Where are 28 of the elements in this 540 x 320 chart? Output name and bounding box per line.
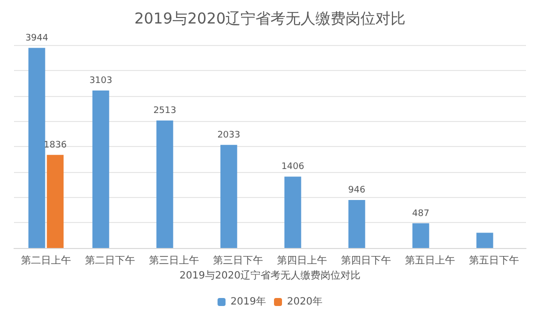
data-label: 2033 bbox=[217, 130, 240, 140]
data-label: 1406 bbox=[281, 162, 305, 172]
x-tick-label: 第二日下午 bbox=[85, 254, 135, 266]
data-label: 487 bbox=[412, 208, 430, 219]
bar bbox=[220, 144, 238, 248]
bar bbox=[284, 176, 302, 248]
bar bbox=[46, 154, 64, 248]
x-tick-label: 第三日上午 bbox=[149, 254, 199, 266]
x-tick-label: 第五日上午 bbox=[405, 254, 455, 266]
legend-label: 2020年 bbox=[287, 296, 322, 308]
legend-label: 2019年 bbox=[230, 296, 266, 308]
bar bbox=[92, 90, 110, 248]
x-tick-label: 第二日上午 bbox=[21, 254, 71, 266]
data-label: 3103 bbox=[89, 76, 112, 86]
x-tick-label: 第三日下午 bbox=[213, 254, 263, 266]
x-tick-label: 第五日下午 bbox=[469, 254, 519, 266]
x-tick-label: 第四日上午 bbox=[277, 254, 327, 266]
x-axis-title: 2019与2020辽宁省考无人缴费岗位对比 bbox=[180, 269, 360, 282]
bar bbox=[412, 223, 430, 248]
data-label: 946 bbox=[348, 185, 366, 196]
bar bbox=[28, 48, 46, 248]
bar bbox=[156, 120, 174, 248]
x-tick-label: 第四日下午 bbox=[341, 254, 391, 266]
data-label: 3944 bbox=[25, 33, 49, 44]
data-label: 2513 bbox=[153, 106, 176, 116]
bar bbox=[476, 232, 494, 248]
chart-title: 2019与2020辽宁省考无人缴费岗位对比 bbox=[134, 10, 406, 28]
bar bbox=[348, 200, 366, 248]
